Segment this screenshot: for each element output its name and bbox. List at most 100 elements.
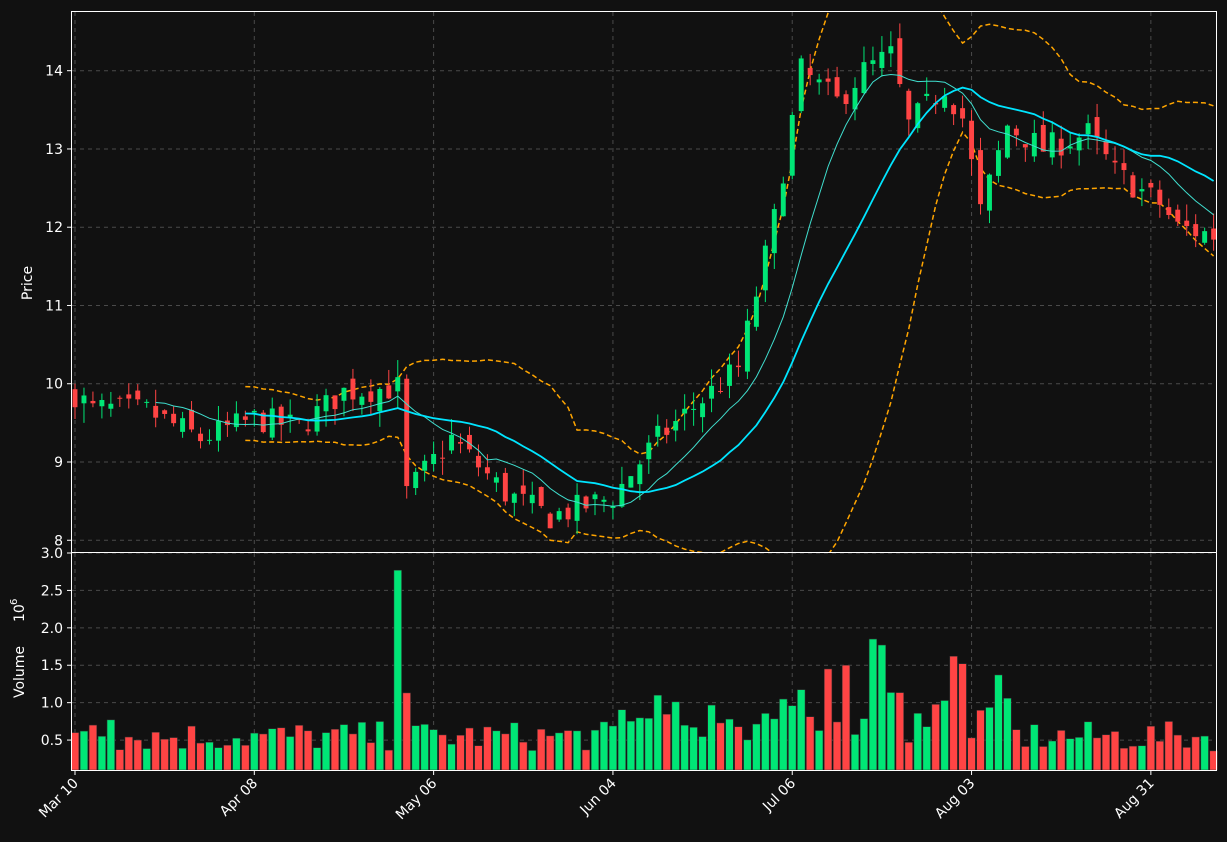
volume-bar — [196, 742, 205, 771]
volume-panel: 0.5 1.0 1.5 2.0 2.5 3.0 Volume 10 6 — [9, 546, 1218, 771]
volume-bar — [295, 725, 304, 771]
candle-body — [1148, 182, 1154, 188]
candle-body — [72, 389, 78, 408]
candle-body — [260, 412, 266, 433]
volume-bar — [1101, 734, 1111, 771]
candle-body — [422, 460, 428, 471]
candle-body — [350, 378, 356, 400]
candle-body — [323, 395, 329, 412]
candle-body — [1004, 125, 1010, 158]
candle-body — [995, 150, 1001, 176]
volume-bar — [88, 724, 97, 771]
volume-bar — [1146, 725, 1155, 771]
volume-bar — [689, 727, 698, 771]
volume-bar — [259, 733, 268, 771]
candle-body — [368, 391, 374, 402]
candle-body — [646, 442, 652, 460]
candle-body — [583, 496, 589, 509]
candle-body — [341, 387, 347, 401]
volume-bar — [671, 701, 680, 771]
volume-bar — [895, 692, 904, 771]
candle-body — [108, 403, 114, 409]
candle-body — [789, 114, 795, 176]
volume-bar — [115, 749, 124, 771]
volume-bar — [967, 737, 976, 771]
candle-body — [1130, 175, 1136, 198]
candle-body — [467, 434, 472, 450]
volume-axis-label: Volume — [12, 646, 28, 698]
volume-bar — [474, 745, 483, 771]
volume-bar — [1093, 737, 1102, 771]
volume-bar — [1191, 736, 1200, 771]
volume-bar — [447, 743, 456, 771]
price-panel: 8 9 10 11 12 13 14 Price — [20, 11, 1217, 553]
volume-bar — [743, 739, 752, 771]
volume-axis-exponent-base: 10 — [12, 604, 28, 622]
candle-body — [565, 507, 571, 520]
candle-body — [1139, 189, 1145, 192]
price-tick-label: 8 — [54, 533, 63, 549]
candle-body — [727, 364, 732, 386]
volume-bar — [1057, 730, 1066, 771]
candle-body — [610, 506, 616, 509]
volume-bar — [321, 732, 331, 771]
volume-bar — [1075, 737, 1084, 771]
candle-body — [1157, 189, 1163, 205]
volume-bar — [286, 736, 295, 771]
volume-axis-label-group: Volume 10 6 — [9, 599, 28, 698]
volume-bar — [904, 742, 913, 771]
volume-axis-exponent-power: 6 — [9, 599, 20, 605]
candle-body — [987, 174, 992, 211]
candle-body — [601, 499, 607, 502]
volume-bar — [1039, 746, 1048, 771]
candle-body — [1076, 137, 1082, 151]
volume-bar — [169, 737, 178, 771]
candle-body — [753, 296, 759, 327]
candle-body — [691, 408, 697, 410]
volume-bar — [680, 725, 689, 771]
candle-body — [870, 60, 876, 64]
candle-body — [879, 51, 885, 68]
volume-bar — [501, 733, 510, 771]
candle-body — [449, 434, 455, 451]
candle-body — [431, 454, 437, 465]
candle-body — [1166, 207, 1172, 215]
candle-body — [1094, 117, 1100, 138]
candle-body — [404, 378, 410, 487]
volume-bar — [268, 728, 277, 771]
candle-body — [700, 403, 706, 418]
candle-body — [90, 400, 96, 404]
volume-bar — [734, 726, 743, 771]
volume-bar — [824, 668, 833, 771]
candle-body — [377, 389, 383, 412]
ma-slow-line — [245, 86, 1215, 494]
candle-body — [1184, 220, 1190, 227]
candle-body — [395, 377, 401, 392]
candle-body — [278, 406, 284, 425]
volume-bar — [931, 704, 940, 771]
volume-bar — [573, 730, 582, 771]
volume-bar — [1164, 721, 1173, 771]
volume-bar — [1066, 738, 1075, 771]
candle-body — [1049, 132, 1055, 158]
volume-bar — [1048, 740, 1057, 771]
volume-bar — [617, 709, 626, 771]
candle-body — [511, 493, 517, 503]
volume-bar — [393, 569, 402, 771]
volume-bar — [187, 725, 196, 771]
volume-bar — [429, 729, 438, 771]
volume-bar — [483, 726, 492, 771]
candle-body — [1193, 224, 1199, 237]
volume-bar — [815, 730, 824, 771]
candle-body — [189, 409, 195, 430]
volume-bar — [1182, 747, 1191, 771]
volume-bar — [868, 638, 877, 771]
candle-body — [502, 472, 508, 502]
candle-body — [1031, 132, 1037, 157]
candle-body — [493, 477, 499, 483]
candle-body — [475, 455, 481, 468]
volume-bar — [79, 730, 89, 771]
volume-bar — [599, 721, 609, 771]
volume-bar — [277, 727, 286, 771]
volume-bar — [133, 739, 142, 771]
